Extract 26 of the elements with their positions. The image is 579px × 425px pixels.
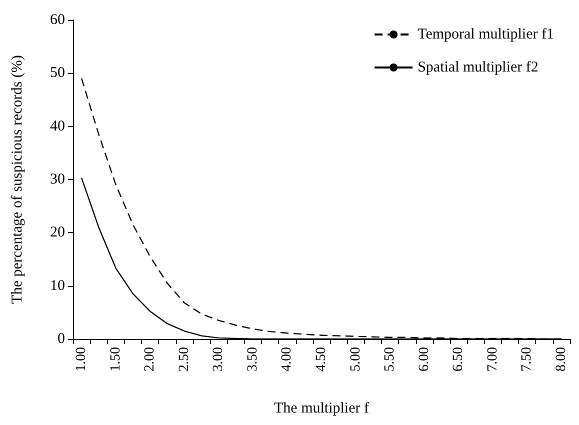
- x-tick-label: 7.50: [520, 347, 535, 372]
- y-tick-label: 30: [50, 172, 65, 188]
- legend-label: Spatial multiplier f2: [418, 60, 538, 76]
- x-tick-label: 6.50: [451, 347, 466, 372]
- legend-label: Temporal multiplier f1: [418, 26, 554, 42]
- x-tick-label: 1.50: [108, 347, 124, 372]
- x-tick-label: 8.00: [554, 347, 569, 372]
- y-tick-label: 40: [50, 118, 65, 134]
- x-tick-label: 2.00: [142, 347, 158, 372]
- x-tick-label: 7.00: [485, 347, 500, 372]
- x-tick-label: 1.00: [74, 347, 90, 372]
- y-tick-label: 20: [50, 224, 65, 241]
- x-tick-label: 5.00: [348, 347, 364, 372]
- x-tick-label: 3.50: [245, 347, 260, 372]
- y-axis-title: The percentage of suspicious records (%): [10, 55, 26, 304]
- y-tick-label: 10: [50, 278, 65, 294]
- y-tick-label: 50: [50, 65, 65, 82]
- x-tick-label: 2.50: [176, 347, 192, 372]
- y-tick-label: 0: [58, 331, 65, 347]
- x-tick-label: 4.00: [280, 347, 295, 372]
- x-tick-label: 6.00: [416, 347, 432, 372]
- x-axis-title: The multiplier f: [274, 400, 369, 416]
- y-tick-label: 60: [50, 12, 65, 28]
- x-tick-label: 4.50: [314, 347, 329, 372]
- x-tick-label: 5.50: [382, 347, 398, 372]
- x-tick-label: 3.00: [211, 347, 226, 372]
